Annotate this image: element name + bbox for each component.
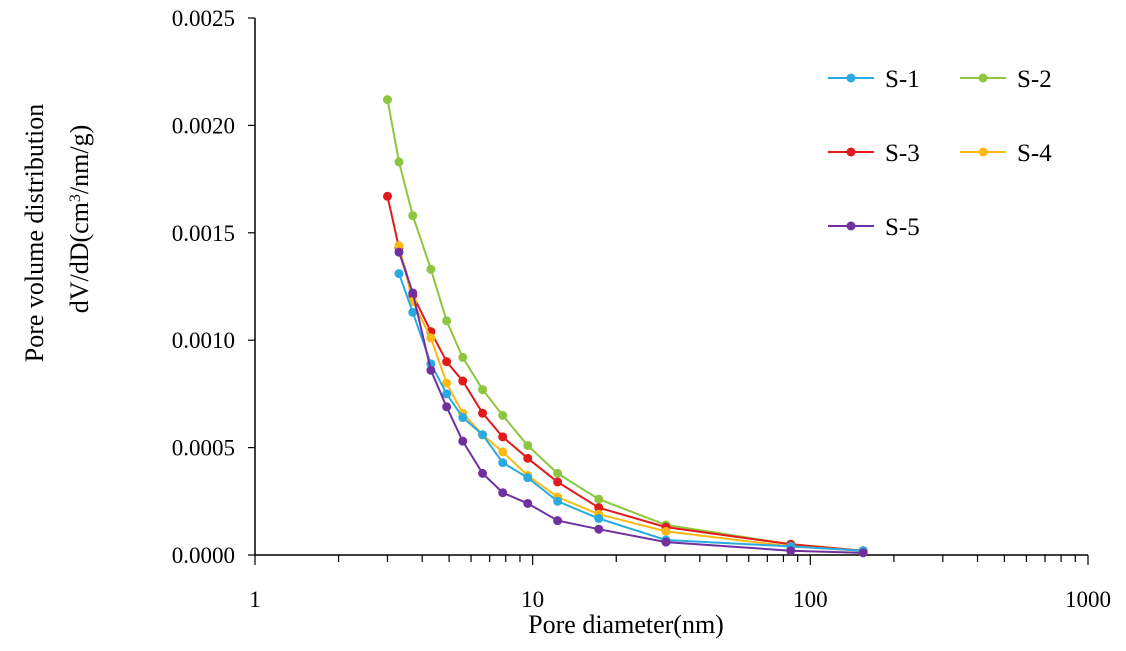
y-tick-label: 0.0005 xyxy=(172,436,235,461)
legend-item-S-4: S-4 xyxy=(960,140,1052,167)
x-tick-label: 100 xyxy=(793,587,828,612)
data-point xyxy=(661,526,671,536)
data-point xyxy=(498,488,508,498)
y-axis-ticks: 0.0000 0.0005 0.0010 0.0015 0.0020 0.0025 xyxy=(172,6,255,568)
legend-label: S-4 xyxy=(1017,140,1052,167)
legend-swatch-marker xyxy=(846,221,856,231)
series-S-3 xyxy=(382,191,868,556)
legend-item-S-2: S-2 xyxy=(960,66,1052,93)
data-point xyxy=(661,537,671,547)
series-S-2 xyxy=(382,95,868,556)
series-S-5 xyxy=(394,247,868,558)
data-point xyxy=(594,513,604,523)
series-layer xyxy=(382,95,868,558)
legend-item-S-1: S-1 xyxy=(828,66,920,93)
legend-swatch-marker xyxy=(978,147,988,157)
data-point xyxy=(442,389,452,399)
data-point xyxy=(594,524,604,534)
y-axis-title-unit-superscript: 3 xyxy=(67,194,84,202)
data-point xyxy=(426,264,436,274)
data-point xyxy=(408,288,418,298)
y-axis-title: Pore volume distribution dV/dD(cm3/nm/g) xyxy=(20,104,94,363)
y-axis-title-line1: Pore volume distribution xyxy=(20,104,49,363)
series-line xyxy=(398,251,864,554)
data-point xyxy=(498,410,508,420)
data-point xyxy=(408,211,418,221)
data-point xyxy=(394,241,404,251)
series-S-4 xyxy=(394,241,868,556)
data-point xyxy=(442,378,452,388)
x-tick-label: 1 xyxy=(249,587,261,612)
series-line xyxy=(386,196,864,552)
data-point xyxy=(553,468,563,478)
data-point xyxy=(553,496,563,506)
data-point xyxy=(442,357,452,367)
data-point xyxy=(594,494,604,504)
legend-label: S-5 xyxy=(885,214,920,241)
x-axis-title: Pore diameter(nm) xyxy=(528,610,724,639)
data-point xyxy=(523,498,533,508)
y-tick-label: 0.0020 xyxy=(172,113,235,138)
x-axis-ticks: 1 10 100 1000 xyxy=(249,555,1111,612)
y-tick-label: 0.0010 xyxy=(172,328,235,353)
data-point xyxy=(553,516,563,526)
data-point xyxy=(394,269,404,279)
data-point xyxy=(478,430,488,440)
legend-label: S-1 xyxy=(885,66,920,93)
data-point xyxy=(382,95,392,105)
data-point xyxy=(523,473,533,483)
series-line xyxy=(398,245,864,552)
data-point xyxy=(858,548,868,558)
y-tick-label: 0.0000 xyxy=(172,543,235,568)
data-point xyxy=(442,316,452,326)
series-line xyxy=(398,273,864,552)
data-point xyxy=(382,191,392,201)
data-point xyxy=(458,352,468,362)
data-point xyxy=(498,447,508,457)
y-tick-label: 0.0025 xyxy=(172,6,235,31)
legend-swatch-marker xyxy=(978,73,988,83)
x-tick-label: 1000 xyxy=(1065,587,1111,612)
data-point xyxy=(786,546,796,556)
data-point xyxy=(458,376,468,386)
data-point xyxy=(426,365,436,375)
legend-item-S-5: S-5 xyxy=(828,214,920,241)
legend: S-1 S-2 S-3 S-4 S-5 xyxy=(828,66,1052,241)
data-point xyxy=(478,408,488,418)
legend-item-S-3: S-3 xyxy=(828,140,920,167)
data-point xyxy=(408,307,418,317)
data-point xyxy=(394,247,404,257)
data-point xyxy=(394,157,404,167)
data-point xyxy=(442,402,452,412)
data-point xyxy=(553,477,563,487)
legend-label: S-2 xyxy=(1017,66,1052,93)
y-tick-label: 0.0015 xyxy=(172,221,235,246)
y-axis-title-unit-suffix: /nm/g) xyxy=(65,125,94,194)
data-point xyxy=(478,468,488,478)
data-point xyxy=(523,440,533,450)
data-point xyxy=(498,432,508,442)
data-point xyxy=(523,453,533,463)
series-line xyxy=(386,99,864,552)
data-point xyxy=(594,503,604,513)
data-point xyxy=(478,385,488,395)
axes xyxy=(254,18,1088,556)
data-point xyxy=(458,413,468,423)
legend-swatch-marker xyxy=(846,73,856,83)
y-axis-title-line2: dV/dD(cm3/nm/g) xyxy=(65,125,94,314)
data-point xyxy=(426,333,436,343)
y-axis-title-unit-prefix: dV/dD(cm xyxy=(65,202,94,313)
legend-label: S-3 xyxy=(885,140,920,167)
data-point xyxy=(458,436,468,446)
data-point xyxy=(498,458,508,468)
legend-swatch-marker xyxy=(846,147,856,157)
x-tick-label: 10 xyxy=(521,587,544,612)
